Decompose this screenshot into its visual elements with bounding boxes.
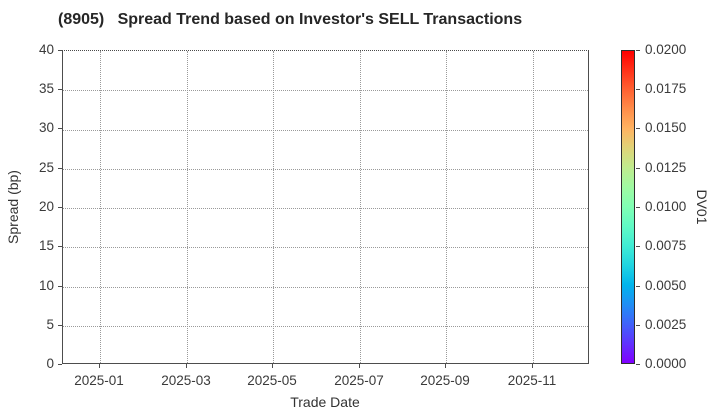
y-tick-label: 35 <box>38 81 54 96</box>
x-tick-label: 2025-01 <box>74 373 124 388</box>
x-tick-mark <box>272 364 273 368</box>
gridline <box>63 287 588 288</box>
y-tick-mark <box>58 207 62 208</box>
colorbar-tick-mark <box>636 50 640 51</box>
colorbar-tick-mark <box>636 89 640 90</box>
y-tick-mark <box>58 325 62 326</box>
gridline <box>63 326 588 327</box>
y-tick-mark <box>58 286 62 287</box>
colorbar-tick-mark <box>636 246 640 247</box>
x-tick-label: 2025-07 <box>334 373 384 388</box>
colorbar-tick-mark <box>636 128 640 129</box>
colorbar-tick-mark <box>636 364 640 365</box>
colorbar-tick-label: 0.0175 <box>645 81 687 96</box>
x-tick-mark <box>445 364 446 368</box>
colorbar-tick-mark <box>636 286 640 287</box>
colorbar-tick-label: 0.0200 <box>645 42 687 57</box>
y-tick-mark <box>58 168 62 169</box>
x-tick-label: 2025-03 <box>161 373 211 388</box>
y-tick-mark <box>58 246 62 247</box>
x-tick-mark <box>532 364 533 368</box>
gridline <box>360 51 361 363</box>
colorbar-tick-mark <box>636 325 640 326</box>
colorbar-tick-mark <box>636 168 640 169</box>
colorbar-tick-label: 0.0125 <box>645 160 687 175</box>
y-tick-label: 40 <box>38 42 54 57</box>
gridline <box>63 247 588 248</box>
x-axis-label: Trade Date <box>290 394 360 410</box>
plot-area <box>62 50 589 364</box>
colorbar-tick-label: 0.0025 <box>645 317 687 332</box>
y-tick-mark <box>58 50 62 51</box>
y-tick-mark <box>58 128 62 129</box>
gridline <box>63 90 588 91</box>
colorbar-label: DV01 <box>694 189 710 225</box>
colorbar-tick-label: 0.0075 <box>645 238 687 253</box>
colorbar-tick-label: 0.0100 <box>645 199 687 214</box>
y-tick-label: 15 <box>38 238 54 253</box>
colorbar-tick-label: 0.0150 <box>645 120 687 135</box>
colorbar-tick-mark <box>636 207 640 208</box>
gridline <box>63 169 588 170</box>
gridline <box>63 208 588 209</box>
x-tick-label: 2025-09 <box>420 373 470 388</box>
colorbar-gradient <box>621 50 635 364</box>
y-tick-label: 25 <box>38 160 54 175</box>
x-tick-label: 2025-11 <box>507 373 557 388</box>
x-tick-mark <box>186 364 187 368</box>
colorbar-tick-label: 0.0000 <box>645 356 687 371</box>
y-tick-mark <box>58 364 62 365</box>
gridline <box>100 51 101 363</box>
x-tick-label: 2025-05 <box>247 373 297 388</box>
gridline <box>63 130 588 131</box>
chart-title: (8905) Spread Trend based on Investor's … <box>58 11 523 28</box>
y-tick-label: 20 <box>38 199 54 214</box>
colorbar-tick-label: 0.0050 <box>645 278 687 293</box>
y-tick-label: 10 <box>38 278 54 293</box>
y-tick-label: 30 <box>38 120 54 135</box>
gridline <box>273 51 274 363</box>
y-tick-label: 0 <box>46 356 54 371</box>
y-tick-mark <box>58 89 62 90</box>
x-tick-mark <box>99 364 100 368</box>
gridline <box>446 51 447 363</box>
y-axis-label: Spread (bp) <box>5 170 21 244</box>
gridline <box>533 51 534 363</box>
gridline <box>187 51 188 363</box>
y-tick-label: 5 <box>46 317 54 332</box>
x-tick-mark <box>359 364 360 368</box>
